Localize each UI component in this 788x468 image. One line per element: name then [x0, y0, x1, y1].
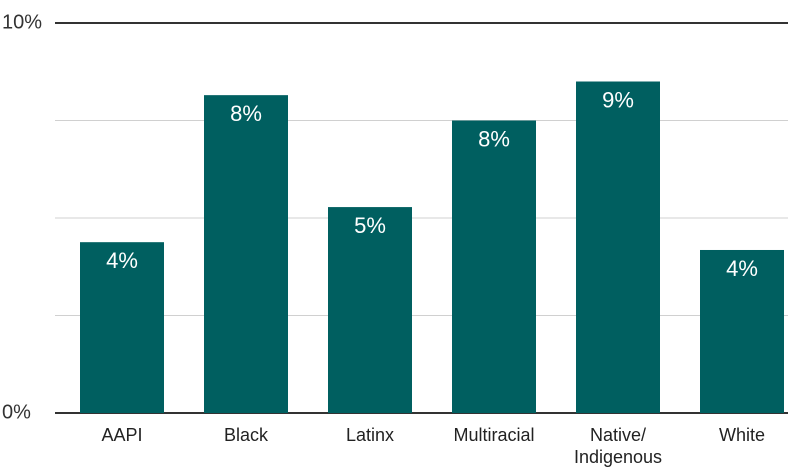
value-label: 4% — [106, 248, 138, 273]
value-label: 9% — [602, 87, 634, 112]
bar — [576, 81, 660, 413]
x-tick-label: Multiracial — [453, 425, 535, 445]
value-label: 8% — [230, 101, 262, 126]
bar — [700, 249, 784, 413]
x-tick-label: Latinx — [345, 425, 395, 445]
bar — [80, 242, 164, 413]
bar — [328, 207, 412, 413]
x-tick-label: White — [718, 425, 765, 445]
x-tick-label: Native/ Indigenous — [573, 425, 663, 467]
y-tick-label: 10% — [2, 11, 42, 33]
bar — [204, 95, 288, 414]
value-label: 4% — [726, 256, 758, 281]
x-tick-label: AAPI — [101, 425, 143, 445]
x-tick-label: Black — [223, 425, 268, 445]
bar — [452, 120, 536, 413]
value-label: 5% — [354, 213, 386, 238]
value-label: 8% — [478, 126, 510, 151]
y-tick-label: 0% — [2, 401, 31, 423]
